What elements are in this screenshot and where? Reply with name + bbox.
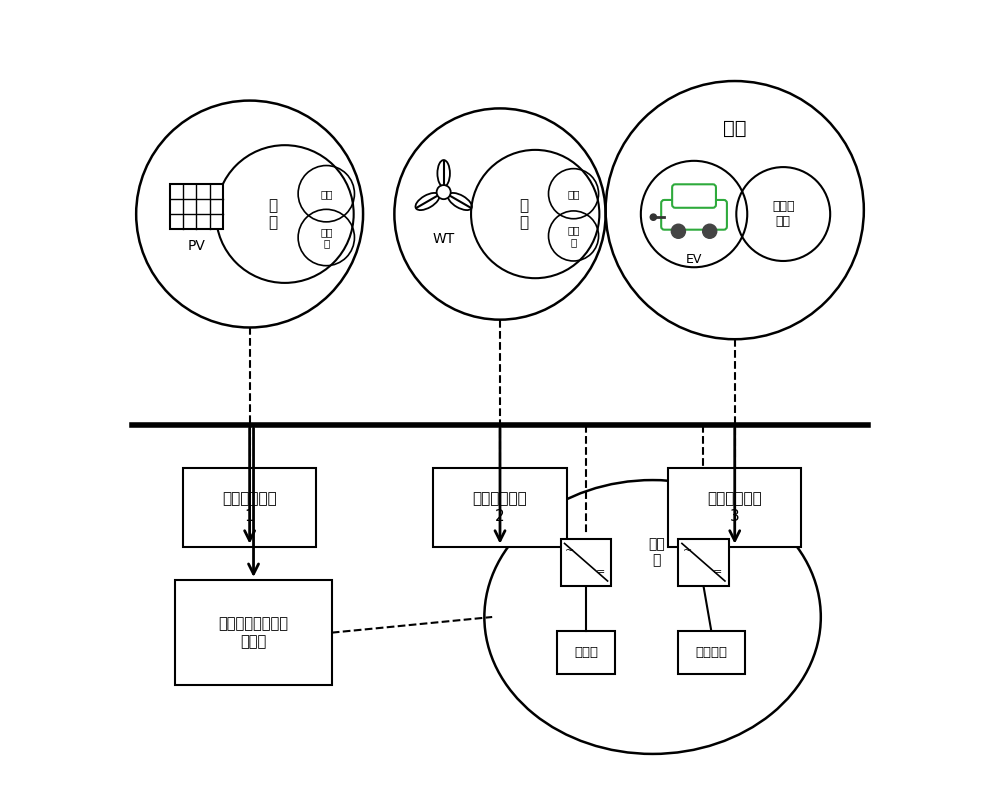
Text: 可控: 可控 (567, 188, 580, 199)
FancyBboxPatch shape (183, 468, 316, 547)
Text: 负荷: 负荷 (723, 118, 746, 137)
FancyBboxPatch shape (433, 468, 567, 547)
Text: 换流
器: 换流 器 (648, 537, 665, 567)
Text: 可控: 可控 (320, 188, 333, 199)
Text: WT: WT (433, 232, 455, 246)
Text: 园区集中式混合储
能系统: 园区集中式混合储 能系统 (219, 616, 289, 649)
Text: EV: EV (686, 253, 702, 266)
FancyBboxPatch shape (672, 184, 716, 208)
Circle shape (703, 225, 717, 238)
Text: 负
荷: 负 荷 (269, 198, 278, 230)
Circle shape (650, 214, 656, 221)
Circle shape (437, 185, 451, 199)
Text: ~: ~ (565, 545, 575, 556)
Text: 蓄电池: 蓄电池 (574, 645, 598, 659)
Text: 不可控
负荷: 不可控 负荷 (772, 200, 794, 228)
FancyBboxPatch shape (678, 539, 729, 585)
Text: 园区综合用户
2: 园区综合用户 2 (473, 491, 527, 524)
Bar (170, 184, 223, 229)
Text: 负
荷: 负 荷 (519, 198, 528, 230)
Circle shape (671, 225, 685, 238)
Text: PV: PV (187, 239, 205, 253)
Text: 超级电容: 超级电容 (695, 645, 727, 659)
Text: =: = (596, 567, 605, 578)
Text: 不可
控: 不可 控 (567, 225, 580, 247)
Text: 不可
控: 不可 控 (320, 227, 333, 248)
Text: 园区综合用户
1: 园区综合用户 1 (222, 491, 277, 524)
FancyBboxPatch shape (668, 468, 801, 547)
FancyBboxPatch shape (557, 630, 615, 674)
Text: 园区综合用户
3: 园区综合用户 3 (707, 491, 762, 524)
FancyBboxPatch shape (561, 539, 611, 585)
Text: ~: ~ (683, 545, 692, 556)
FancyBboxPatch shape (661, 200, 727, 229)
Text: =: = (713, 567, 723, 578)
FancyBboxPatch shape (175, 580, 332, 686)
FancyBboxPatch shape (678, 630, 745, 674)
